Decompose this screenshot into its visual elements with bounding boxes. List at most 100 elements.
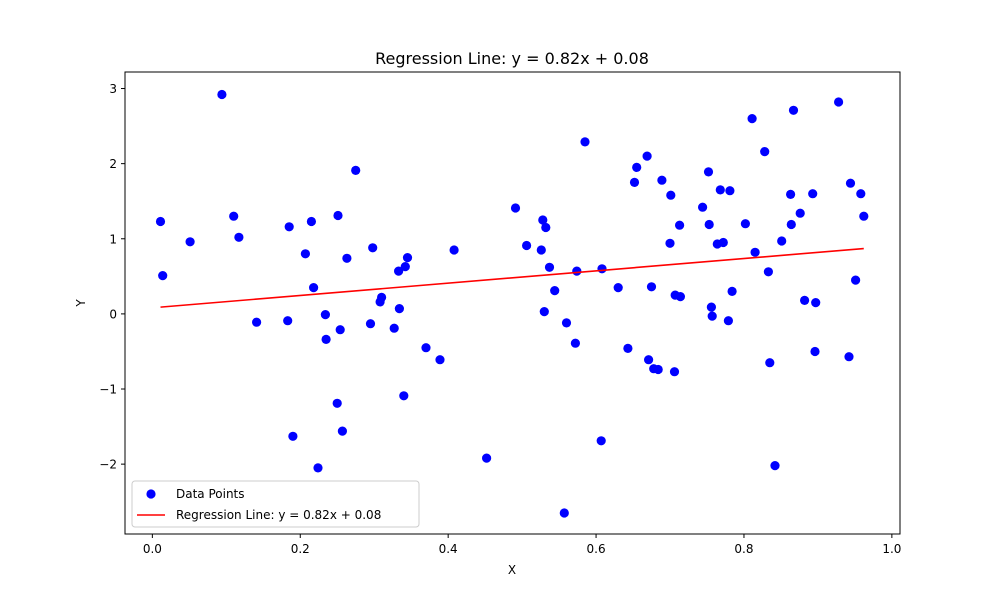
data-point xyxy=(320,310,330,320)
data-point xyxy=(300,249,310,259)
axes: 0.0 0.2 0.4 0.6 0.8 1.0 −2 −1 0 1 2 3 xyxy=(99,71,901,556)
data-point xyxy=(229,211,239,221)
data-point xyxy=(234,232,244,242)
plot-frame xyxy=(124,71,901,535)
data-point xyxy=(844,352,854,362)
data-point xyxy=(795,208,805,218)
data-point xyxy=(389,323,399,333)
data-point xyxy=(623,343,633,353)
data-point xyxy=(704,219,714,230)
data-point xyxy=(765,358,775,368)
x-tick-label: 0.8 xyxy=(734,542,753,556)
data-point xyxy=(851,275,861,285)
data-point xyxy=(715,185,725,195)
data-point xyxy=(675,220,685,230)
data-point xyxy=(402,253,413,263)
x-tick-label: 0.2 xyxy=(291,542,310,556)
data-point xyxy=(510,203,521,213)
data-point xyxy=(252,317,262,327)
x-axis-label: X xyxy=(508,563,516,577)
data-point xyxy=(703,167,714,177)
x-tick-label: 0.6 xyxy=(587,542,606,556)
y-tick-label: 1 xyxy=(109,232,117,246)
data-point xyxy=(399,391,409,401)
data-point xyxy=(217,89,227,100)
data-point xyxy=(810,346,820,357)
data-point xyxy=(770,461,780,471)
data-point xyxy=(351,165,361,175)
data-point xyxy=(400,262,410,272)
data-point xyxy=(788,105,799,115)
data-point xyxy=(644,355,654,365)
data-point xyxy=(541,222,551,233)
data-point xyxy=(561,318,572,328)
data-point xyxy=(482,453,492,463)
data-point xyxy=(421,343,431,353)
x-tick-label: 1.0 xyxy=(882,542,901,556)
data-point xyxy=(859,211,869,221)
data-point xyxy=(646,282,657,292)
data-point xyxy=(723,316,734,326)
data-point xyxy=(572,266,582,276)
data-point xyxy=(707,311,717,321)
data-point xyxy=(321,334,331,344)
data-point xyxy=(550,286,560,296)
data-point xyxy=(309,283,319,293)
data-point xyxy=(342,253,352,263)
data-point xyxy=(570,338,581,348)
data-point xyxy=(288,431,298,441)
data-point xyxy=(613,283,623,293)
legend: Data Points Regression Line: y = 0.82x + … xyxy=(131,480,420,528)
data-point xyxy=(845,178,856,188)
data-point xyxy=(536,245,546,255)
y-tick-label: 0 xyxy=(109,307,117,321)
data-point xyxy=(185,237,195,247)
data-point xyxy=(632,162,642,172)
data-point xyxy=(283,316,293,326)
data-point xyxy=(665,238,675,248)
data-point xyxy=(629,177,640,187)
data-point xyxy=(377,292,387,302)
data-point xyxy=(698,202,708,212)
y-axis-label: Y xyxy=(74,299,88,308)
legend-label-regression-line: Regression Line: y = 0.82x + 0.08 xyxy=(176,508,381,522)
data-point xyxy=(580,137,590,147)
legend-box xyxy=(131,480,420,528)
data-point xyxy=(435,355,445,365)
data-point xyxy=(394,304,404,314)
data-point xyxy=(642,151,652,161)
data-point xyxy=(811,298,821,308)
x-tick-label: 0.0 xyxy=(143,542,162,556)
data-point xyxy=(777,236,787,246)
data-point xyxy=(158,271,168,281)
data-point xyxy=(727,286,737,296)
data-point xyxy=(666,190,676,200)
data-point xyxy=(856,189,866,199)
data-point xyxy=(675,292,686,302)
data-point xyxy=(750,247,760,257)
data-point xyxy=(155,216,166,227)
data-point xyxy=(394,266,404,276)
data-point xyxy=(596,436,606,446)
legend-label-data-points: Data Points xyxy=(176,487,245,501)
data-point xyxy=(539,307,549,317)
data-point xyxy=(747,114,757,124)
y-tick-label: 3 xyxy=(109,82,117,96)
data-point xyxy=(597,264,607,274)
data-point xyxy=(559,508,569,518)
data-point xyxy=(718,237,728,248)
data-point xyxy=(449,245,459,255)
data-point xyxy=(306,216,316,227)
y-tick-label: −2 xyxy=(99,458,117,472)
data-point xyxy=(337,426,347,436)
plot-area xyxy=(155,89,869,518)
data-point xyxy=(522,240,532,251)
data-point xyxy=(657,175,667,185)
y-tick-label: 2 xyxy=(109,157,117,171)
data-point xyxy=(834,97,844,107)
data-point xyxy=(368,243,378,253)
data-point xyxy=(653,364,663,375)
data-point xyxy=(333,210,343,221)
data-point xyxy=(284,222,294,232)
